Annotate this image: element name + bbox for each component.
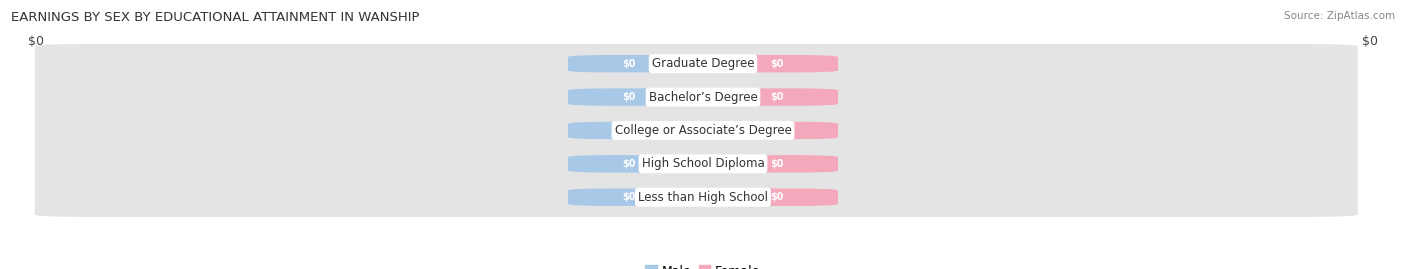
FancyBboxPatch shape: [568, 122, 689, 139]
Text: Source: ZipAtlas.com: Source: ZipAtlas.com: [1284, 11, 1395, 21]
Text: $0: $0: [621, 125, 636, 136]
Text: $0: $0: [1362, 35, 1378, 48]
FancyBboxPatch shape: [717, 89, 838, 106]
Text: $0: $0: [621, 159, 636, 169]
Text: Bachelor’s Degree: Bachelor’s Degree: [648, 91, 758, 104]
Text: Less than High School: Less than High School: [638, 191, 768, 204]
Text: College or Associate’s Degree: College or Associate’s Degree: [614, 124, 792, 137]
FancyBboxPatch shape: [717, 189, 838, 206]
Text: $0: $0: [770, 159, 785, 169]
FancyBboxPatch shape: [35, 77, 1358, 117]
FancyBboxPatch shape: [717, 55, 838, 72]
Text: $0: $0: [621, 92, 636, 102]
Text: High School Diploma: High School Diploma: [641, 157, 765, 170]
FancyBboxPatch shape: [568, 189, 689, 206]
Text: $0: $0: [770, 92, 785, 102]
FancyBboxPatch shape: [717, 155, 838, 172]
Text: $0: $0: [770, 59, 785, 69]
Legend: Male, Female: Male, Female: [641, 260, 765, 269]
FancyBboxPatch shape: [35, 144, 1358, 183]
Text: $0: $0: [621, 192, 636, 202]
Text: $0: $0: [621, 59, 636, 69]
FancyBboxPatch shape: [35, 111, 1358, 150]
FancyBboxPatch shape: [568, 89, 689, 106]
FancyBboxPatch shape: [717, 122, 838, 139]
Text: EARNINGS BY SEX BY EDUCATIONAL ATTAINMENT IN WANSHIP: EARNINGS BY SEX BY EDUCATIONAL ATTAINMEN…: [11, 11, 420, 24]
Text: $0: $0: [770, 192, 785, 202]
FancyBboxPatch shape: [568, 55, 689, 72]
FancyBboxPatch shape: [35, 178, 1358, 217]
Text: $0: $0: [28, 35, 44, 48]
FancyBboxPatch shape: [568, 155, 689, 172]
Text: $0: $0: [770, 125, 785, 136]
Text: Graduate Degree: Graduate Degree: [652, 57, 754, 70]
FancyBboxPatch shape: [35, 44, 1358, 83]
